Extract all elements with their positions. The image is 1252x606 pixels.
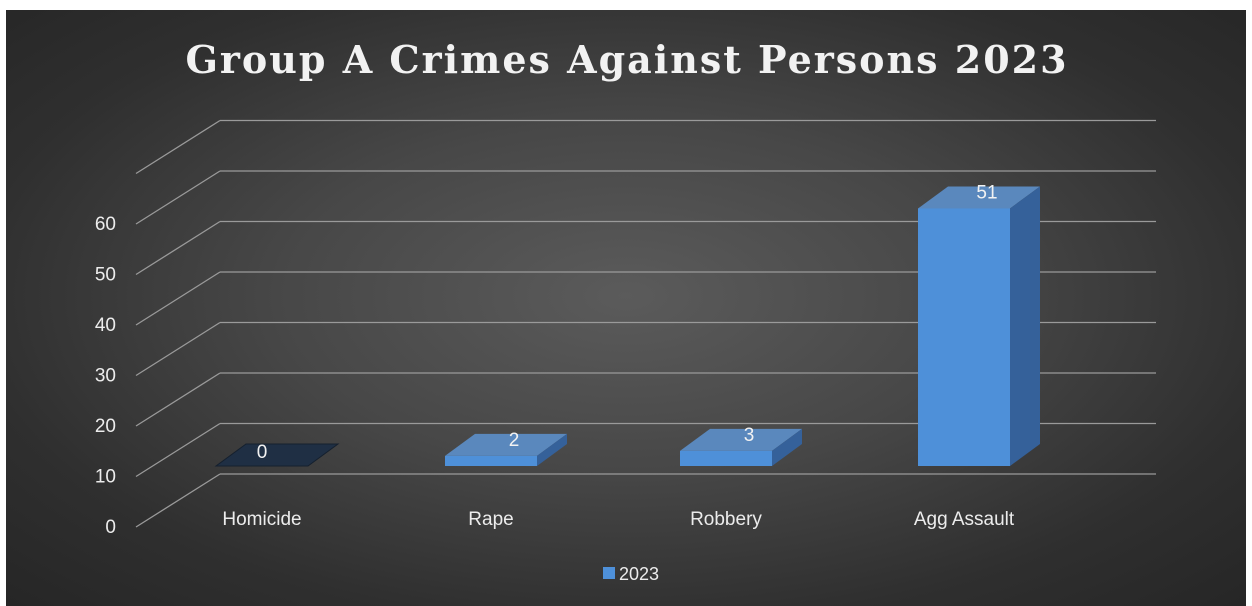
y-tick-label: 10: [95, 467, 116, 488]
bar-front: [918, 208, 1010, 466]
data-label: 3: [744, 425, 755, 446]
bar-top: [680, 428, 802, 451]
y-tick-label: 0: [105, 517, 116, 538]
chart-area: Group A Crimes Against Persons 2023 0 10 2…: [6, 10, 1246, 606]
bars: [214, 186, 1040, 467]
data-label: 51: [976, 182, 997, 203]
data-label: 2: [509, 430, 520, 451]
y-tick-label: 20: [95, 416, 116, 437]
gridlines: [135, 119, 1156, 528]
y-axis-ticks: 0 10 20 30 40 50 60: [95, 214, 116, 538]
bar-front: [680, 450, 772, 466]
bar-side: [772, 428, 802, 466]
legend-swatch: [603, 567, 615, 579]
data-labels: 0 2 3 51: [257, 182, 998, 463]
bar: [214, 443, 340, 467]
chart-title: Group A Crimes Against Persons 2023: [185, 37, 1068, 82]
bar-top: [918, 186, 1040, 209]
bar: [918, 186, 1040, 466]
legend-label: 2023: [619, 564, 659, 584]
category-label: Agg Assault: [914, 509, 1015, 530]
category-label: Rape: [468, 509, 513, 530]
data-label: 0: [257, 442, 268, 463]
gridline-diagonal: [135, 170, 221, 225]
gridline-diagonal: [135, 372, 221, 427]
legend: 2023: [603, 564, 659, 584]
gridline-diagonal: [135, 321, 221, 377]
gridline-diagonal: [135, 119, 221, 175]
y-tick-label: 30: [95, 366, 116, 387]
bar-top: [445, 433, 567, 456]
gridline-diagonal: [135, 422, 221, 478]
gridline-diagonal: [135, 271, 221, 326]
bar-side: [1010, 186, 1040, 466]
bar: [680, 428, 802, 466]
y-tick-label: 40: [95, 315, 116, 336]
bar-side: [537, 433, 567, 466]
gridline-diagonal: [135, 473, 221, 528]
category-labels: Homicide Rape Robbery Agg Assault: [222, 509, 1014, 530]
bar: [445, 433, 567, 466]
chart-canvas: Group A Crimes Against Persons 2023 0 10 2…: [95, 37, 1156, 584]
y-tick-label: 60: [95, 214, 116, 235]
bar-front: [445, 455, 537, 466]
gridline-diagonal: [135, 220, 221, 276]
category-label: Homicide: [222, 509, 301, 530]
category-label: Robbery: [690, 509, 762, 530]
y-tick-label: 50: [95, 265, 116, 286]
